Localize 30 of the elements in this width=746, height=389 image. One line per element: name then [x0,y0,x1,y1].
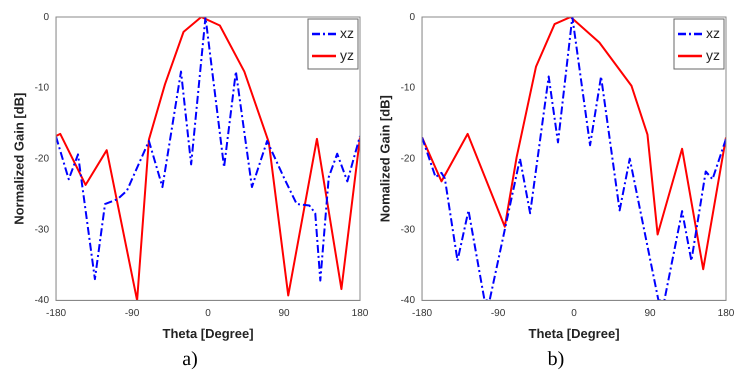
y-tick-label: -40 [400,295,416,306]
x-tick-label: 90 [644,308,656,320]
legend-label: xz [340,24,354,41]
y-axis-title: Normalized Gain [dB] [11,92,26,225]
x-axis-title: Theta [Degree] [528,326,620,341]
y-tick-label: -40 [34,295,50,306]
y-tick-label: 0 [409,12,416,23]
x-tick-label: -90 [124,308,140,320]
y-tick-label: 0 [43,12,50,23]
y-tick-label: -20 [400,153,416,164]
y-tick-label: -10 [34,82,50,94]
x-axis-title: Theta [Degree] [162,326,254,341]
text: a) [181,347,199,372]
y-tick-label: -30 [34,224,50,236]
legend-label: xz [706,24,720,41]
x-tick-label: 90 [278,308,290,320]
y-axis-title: Nomalized Gain [dB] [377,95,392,222]
x-tick-label: -90 [490,308,506,320]
x-tick-label: 0 [571,308,578,320]
text: b) [546,347,566,372]
x-tick-label: -180 [412,308,432,320]
y-tick-label: -20 [34,153,50,164]
y-tick-label: -30 [400,224,416,236]
x-tick-label: 180 [718,308,735,320]
legend-label: yz [706,46,720,63]
x-tick-label: 0 [205,308,212,320]
legend-label: yz [340,46,354,63]
y-tick-label: -10 [400,82,416,94]
x-tick-label: -180 [46,308,66,320]
x-tick-label: 180 [352,308,369,320]
